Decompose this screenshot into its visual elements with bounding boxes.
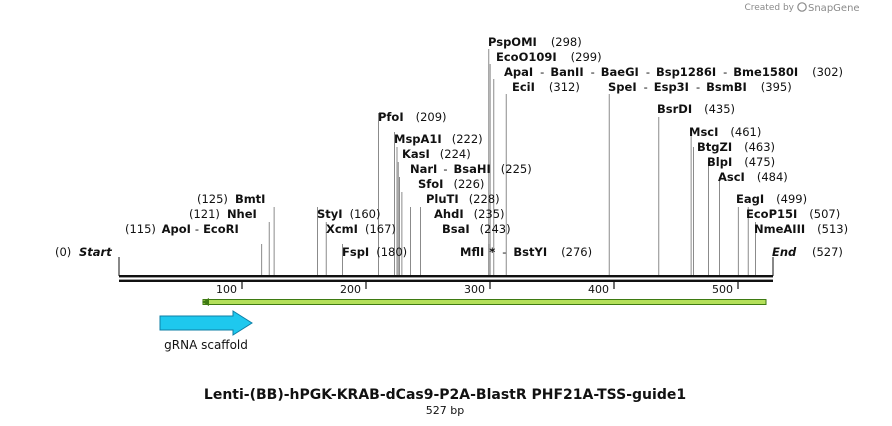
site-apaI: ApaI - BanII - BaeGI - Bsp1286I - Bme1580I (302) [504, 65, 843, 79]
end-label: End [772, 245, 797, 259]
tick-label-500: 500 [712, 283, 733, 296]
site-mflI: MflI * - BstYI (276) [460, 245, 592, 259]
site-sfoI: SfoI (226) [418, 177, 484, 191]
credit-brand: SnapGene [808, 3, 860, 14]
site-ecoO109I: EcoO109I (299) [496, 50, 602, 64]
site-mscI: MscI (461) [689, 125, 761, 139]
tick-label-400: 400 [588, 283, 609, 296]
snapgene-logo-icon [797, 2, 807, 12]
site-speI: SpeI - Esp3I - BsmBI (395) [608, 80, 792, 94]
backbone-top-strand [119, 275, 773, 278]
cut-site-lines [261, 49, 756, 275]
site-btgZI: BtgZI (463) [697, 140, 775, 154]
site-kasI: KasI (224) [402, 147, 471, 161]
site-blpI: BlpI (475) [707, 155, 775, 169]
site-bsaI: BsaI (243) [442, 222, 511, 236]
start-label: Start [79, 245, 112, 259]
primer-arrowhead-icon [202, 298, 209, 306]
grna-scaffold-label: gRNA scaffold [164, 338, 248, 352]
grna-scaffold-arrow [159, 310, 253, 336]
map-length: 527 bp [426, 404, 464, 417]
site-styI: StyI (160) [317, 207, 381, 221]
backbone-bottom-strand [119, 279, 773, 282]
enzyme-labels: (0) Start (115) ApoI - EcoRI (121) NheI (12… [55, 35, 848, 259]
ruler: 100 200 300 400 500 [216, 281, 739, 296]
site-ahdI: AhdI (235) [434, 207, 505, 221]
site-nheI: (121) NheI [189, 207, 257, 221]
primer-bar [202, 299, 767, 305]
site-pfoI: PfoI (209) [378, 110, 447, 124]
snapgene-credit: Created by SnapGene [744, 2, 860, 14]
credit-prefix: Created by [744, 3, 794, 13]
site-bsrDI: BsrDI (435) [657, 102, 735, 116]
site-eagI: EagI (499) [736, 192, 807, 206]
tick-label-300: 300 [464, 283, 485, 296]
site-bmtI: (125) BmtI [197, 192, 265, 206]
primer-feature [202, 298, 767, 306]
end-position: (527) [812, 245, 843, 259]
site-pluTI: PluTI (228) [426, 192, 500, 206]
site-xcmI: XcmI (167) [326, 222, 396, 236]
grna-scaffold-feature: gRNA scaffold [159, 310, 253, 352]
site-mspA1I: MspA1I (222) [394, 132, 483, 146]
tick-label-200: 200 [340, 283, 361, 296]
site-ascI: AscI (484) [718, 170, 788, 184]
map-title: Lenti-(BB)-hPGK-KRAB-dCas9-P2A-BlastR PH… [204, 387, 686, 403]
tick-label-100: 100 [216, 283, 237, 296]
start-position: (0) [55, 245, 71, 259]
map-title-block: Lenti-(BB)-hPGK-KRAB-dCas9-P2A-BlastR PH… [204, 387, 686, 417]
site-ecoP15I: EcoP15I (507) [746, 207, 840, 221]
site-eciI: EciI (312) [512, 80, 580, 94]
site-fspI: FspI (180) [342, 245, 407, 259]
site-nmeAIII: NmeAIII (513) [754, 222, 848, 236]
site-apoI: (115) ApoI - EcoRI [125, 222, 239, 236]
site-narI: NarI - BsaHI (225) [410, 162, 532, 176]
sequence-backbone [118, 257, 774, 282]
site-pspOMI: PspOMI (298) [488, 35, 582, 49]
